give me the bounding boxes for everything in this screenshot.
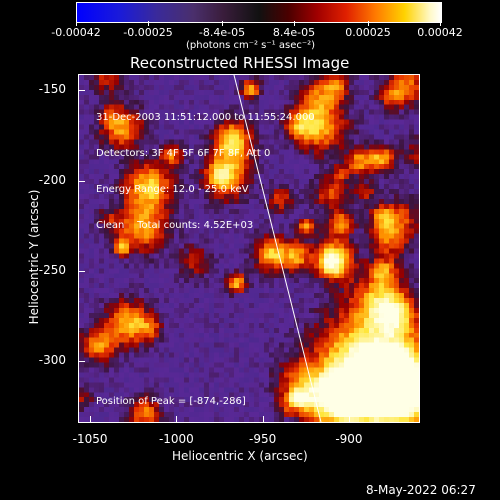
x-tick-label: -1050 [72, 432, 108, 446]
rhessi-image-panel [78, 74, 420, 423]
x-tick-label: -950 [249, 432, 277, 446]
colorbar-units: (photons cm⁻² s⁻¹ asec⁻²) [186, 40, 316, 51]
colorbar-tick-mark [222, 21, 223, 26]
colorbar-tick-label: -0.00025 [123, 26, 173, 39]
solar-limb-line [233, 75, 322, 422]
colorbar-tick-label: -0.00042 [51, 26, 101, 39]
y-tick-label: -200 [38, 172, 66, 187]
colorbar-tick-label: 0.00042 [417, 26, 463, 39]
colorbar-tick-mark [368, 21, 369, 26]
x-tick-mark [176, 416, 178, 422]
y-tick-mark [79, 90, 85, 92]
info-line-time: 31-Dec-2003 11:51:12.000 to 11:55:24.000 [96, 112, 315, 123]
info-line-detectors: Detectors: 3F 4F 5F 6F 7F 8F, Att 0 [96, 148, 271, 159]
y-tick-mark [79, 270, 85, 272]
image-title: Reconstructed RHESSI Image [130, 54, 350, 72]
colorbar-tick-mark [76, 21, 77, 26]
x-axis-title: Heliocentric X (arcsec) [172, 449, 308, 463]
observation-info: 31-Dec-2003 11:51:12.000 to 11:55:24.000… [96, 88, 315, 244]
colorbar-tick-label: 0.00025 [345, 26, 391, 39]
colorbar-tick-mark [148, 21, 149, 26]
x-tick-label: -900 [335, 432, 363, 446]
colorbar-tick-mark [294, 21, 295, 26]
color-scale-bar [76, 2, 442, 23]
x-tick-mark [90, 416, 92, 422]
y-tick-mark [79, 361, 85, 363]
x-tick-mark [262, 416, 264, 422]
y-axis-title: Heliocentric Y (arcsec) [27, 189, 41, 325]
peak-position-label: Position of Peak = [-874,-286] [96, 396, 246, 407]
colorbar-tick-label: -8.4e-05 [198, 26, 246, 39]
colorbar-tick-label: 8.4e-05 [272, 26, 316, 39]
y-tick-label: -150 [38, 82, 66, 97]
info-line-energy: Energy Range: 12.0 - 25.0 keV [96, 184, 249, 195]
y-tick-label: -250 [38, 262, 66, 277]
colorbar-tick-mark [440, 21, 441, 26]
info-line-counts: Clean Total counts: 4.52E+03 [96, 220, 254, 231]
x-tick-label: -1000 [158, 432, 194, 446]
x-tick-mark [348, 416, 350, 422]
y-tick-mark [79, 180, 85, 182]
y-tick-label: -300 [38, 353, 66, 368]
render-date: 8-May-2022 06:27 [366, 483, 476, 497]
